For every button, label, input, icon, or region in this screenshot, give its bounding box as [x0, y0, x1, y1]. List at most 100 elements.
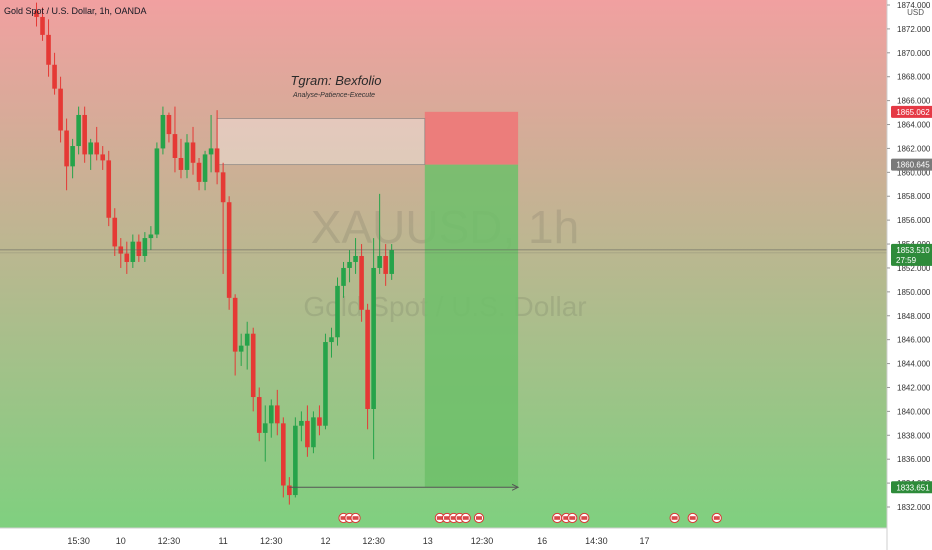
event-marker-flag [581, 516, 588, 520]
candle-body [94, 142, 99, 155]
candle-body [172, 134, 178, 158]
candle-body [40, 16, 45, 35]
event-marker-flag [346, 516, 353, 520]
currency-label: USD [907, 8, 924, 17]
candle-body [220, 172, 226, 203]
candle-body [136, 241, 142, 256]
price-tick-label: 1862.000 [897, 144, 931, 153]
candle-body [76, 114, 81, 147]
candle [383, 244, 388, 286]
candle-body [353, 256, 358, 262]
candle-body [82, 114, 87, 155]
price-tick-label: 1832.000 [897, 503, 931, 512]
candle [106, 150, 112, 227]
entry-tag-background [891, 158, 932, 171]
event-marker-flag [713, 516, 720, 520]
candle [196, 157, 202, 191]
candle-body [208, 148, 214, 155]
candle-body [184, 142, 190, 170]
candle-body [275, 405, 280, 424]
candle [281, 417, 286, 498]
time-tick-label: 17 [640, 536, 650, 546]
candle-body [250, 333, 256, 398]
candle-body [341, 267, 346, 286]
candle [34, 2, 39, 27]
candle [293, 417, 298, 498]
price-tick-label: 1858.000 [897, 192, 931, 201]
candle [178, 138, 184, 179]
price-tick-label: 1850.000 [897, 288, 931, 297]
stop-loss-tag-background [891, 105, 932, 118]
candle-body [281, 423, 286, 486]
candle-body [383, 256, 388, 274]
candle [94, 126, 99, 161]
time-tick-label: 13 [423, 536, 433, 546]
event-marker-flag [456, 516, 463, 520]
time-axis[interactable]: 15:30 10 12:30 11 12:30 12 12:30 13 12:30 16 14:30… [0, 527, 887, 550]
event-marker-flag [671, 516, 678, 520]
candle [208, 114, 214, 173]
candle-body [34, 10, 39, 17]
price-tick-label: 1852.000 [897, 264, 931, 273]
candle [268, 399, 274, 438]
event-marker [460, 512, 471, 524]
price-tick-label: 1860.000 [897, 168, 931, 177]
candle [46, 19, 51, 77]
candle-body [317, 417, 322, 426]
candle [112, 208, 118, 256]
candle-body [238, 345, 244, 352]
candle [323, 333, 328, 430]
event-marker [687, 512, 698, 524]
overlays [0, 249, 887, 491]
time-tick-label: 11 [218, 536, 227, 546]
candle-body [232, 297, 238, 352]
candle [353, 238, 358, 274]
symbol-header: Gold Spot / U.S. Dollar, 1h, OANDA [4, 6, 147, 16]
candle-body [154, 148, 160, 235]
position-zones [216, 111, 519, 488]
candle [347, 250, 352, 283]
event-marker [350, 512, 361, 524]
candle-body [359, 256, 364, 310]
price-tick-label: 1868.000 [897, 73, 931, 82]
candle [172, 106, 178, 173]
price-axis-background [887, 0, 932, 550]
candle-body [335, 285, 340, 338]
candle [311, 411, 316, 454]
price-axis[interactable]: 1874.000 1872.000 1870.000 1868.000 1866.000… [886, 0, 932, 550]
candle [317, 405, 322, 436]
candle [262, 405, 268, 462]
event-marker-flag [436, 516, 443, 520]
event-marker [711, 512, 722, 524]
candle [341, 261, 346, 298]
price-tick-label: 1838.000 [897, 431, 931, 440]
candle [40, 7, 45, 41]
candle [287, 477, 292, 505]
price-tick-label: 1870.000 [897, 49, 931, 58]
candle-body [287, 485, 292, 496]
candle [88, 138, 93, 170]
candle [64, 118, 69, 191]
price-tick-label: 1836.000 [897, 455, 931, 464]
candle [76, 106, 81, 155]
candle [220, 162, 226, 274]
candle [250, 327, 256, 412]
candle-body [311, 417, 316, 448]
time-tick-label: 14:30 [585, 536, 608, 546]
candle-body [299, 420, 304, 426]
take-profit-zone [424, 164, 519, 488]
candle-body [305, 420, 310, 448]
candle-body [202, 154, 208, 182]
time-tick-label: 12:30 [260, 536, 283, 546]
candle-body [190, 142, 196, 163]
entry-tag-label: 1860.645 [896, 161, 930, 170]
candle [256, 387, 262, 442]
candle [52, 52, 57, 95]
candle [136, 234, 142, 262]
take-profit-tag-background [891, 481, 932, 494]
price-tick-label: 1872.000 [897, 25, 931, 34]
candle-body [64, 130, 69, 167]
candle [70, 138, 75, 179]
event-marker-flag [554, 516, 561, 520]
